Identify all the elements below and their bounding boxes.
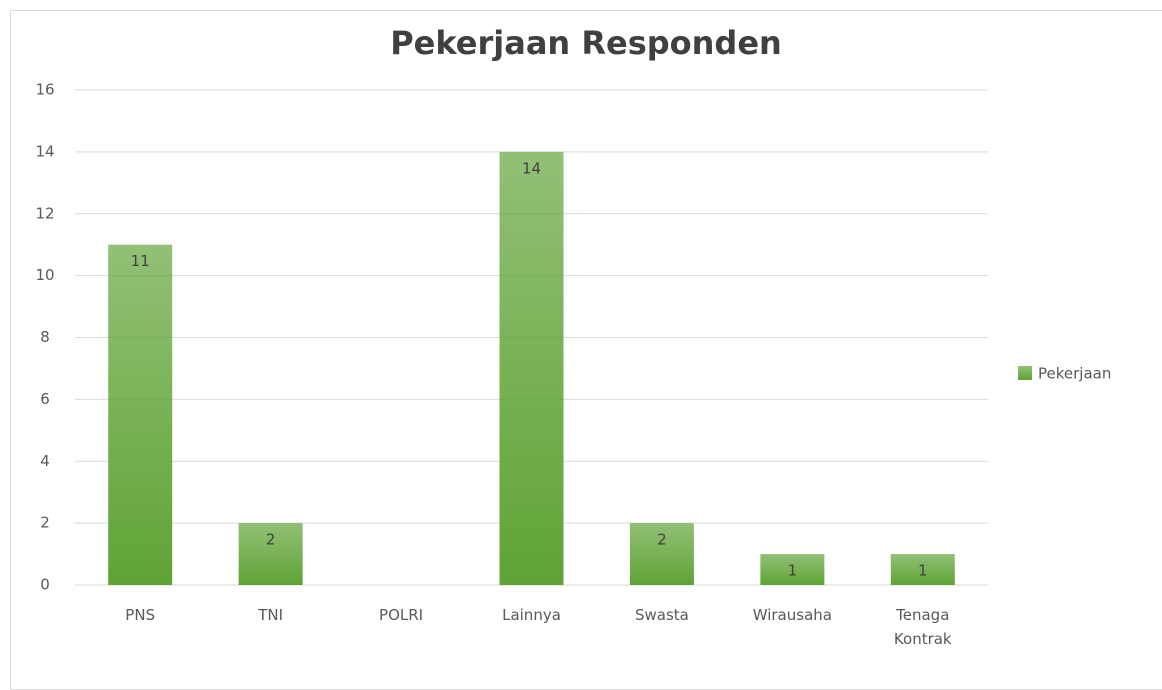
bar (629, 523, 694, 585)
bar (108, 244, 173, 585)
y-tick-label: 4 (40, 452, 50, 470)
y-tick-label: 16 (35, 81, 54, 99)
y-tick-label: 2 (40, 514, 50, 532)
x-tick-label: Tenaga Kontrak (893, 606, 952, 648)
data-label: 1 (918, 562, 928, 580)
y-tick-label: 10 (35, 266, 54, 284)
data-label: 14 (522, 159, 541, 177)
bar (890, 554, 955, 585)
y-tick-label: 0 (40, 576, 50, 594)
x-tick-label: Lainnya (502, 606, 561, 624)
data-label: 2 (266, 531, 276, 549)
data-label: 1 (788, 562, 798, 580)
y-tick-label: 12 (35, 204, 54, 222)
y-tick-label: 8 (40, 328, 50, 346)
x-tick-label: Wirausaha (752, 606, 832, 624)
y-tick-label: 6 (40, 390, 50, 408)
y-tick-label: 14 (35, 142, 54, 160)
chart-title: Pekerjaan Responden (390, 24, 782, 62)
bar (499, 151, 564, 585)
x-tick-label: POLRI (379, 606, 424, 624)
x-tick-label: TNI (258, 606, 284, 624)
legend-label: Pekerjaan (1038, 365, 1111, 383)
x-tick-label: PNS (125, 606, 156, 624)
legend-swatch (1018, 366, 1032, 380)
data-label: 2 (657, 531, 667, 549)
bar (238, 523, 303, 585)
x-tick-label: Swasta (634, 606, 689, 624)
bar (760, 554, 825, 585)
data-label: 11 (131, 252, 150, 270)
